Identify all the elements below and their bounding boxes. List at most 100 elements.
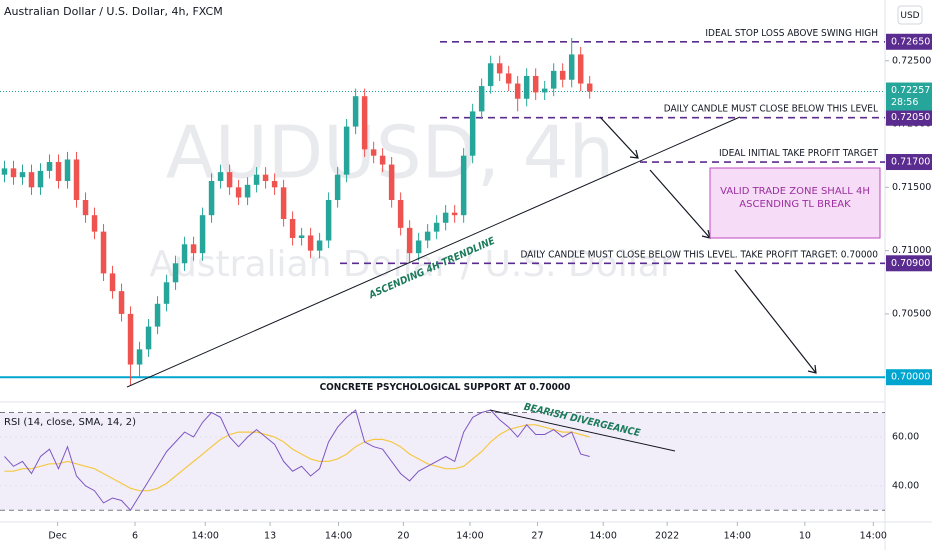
candle-body bbox=[46, 162, 53, 171]
candle-body bbox=[388, 164, 395, 200]
price-box bbox=[886, 154, 932, 171]
candle-body bbox=[217, 172, 224, 182]
candle-body bbox=[505, 73, 512, 84]
x-tick-label: 14:00 bbox=[456, 531, 483, 542]
candle-body bbox=[109, 273, 116, 292]
price-box-label: 0.70000 bbox=[891, 372, 930, 383]
currency-label: USD bbox=[900, 11, 919, 21]
candle-body bbox=[19, 172, 26, 178]
level-label: DAILY CANDLE MUST CLOSE BELOW THIS LEVEL… bbox=[521, 249, 879, 260]
price-box-label: 0.70900 bbox=[891, 258, 930, 269]
candle-body bbox=[316, 240, 323, 251]
candle-body bbox=[100, 231, 107, 274]
candle-body bbox=[298, 235, 305, 238]
x-tick-label: 14:00 bbox=[724, 531, 751, 542]
candle-body bbox=[514, 83, 521, 99]
candle-body bbox=[352, 96, 359, 127]
chart-layer: 0.725000.720000.715000.710000.70500Dec61… bbox=[0, 28, 932, 542]
price-box-label: 0.71700 bbox=[891, 157, 930, 168]
x-tick-label: 14:00 bbox=[192, 531, 219, 542]
candle-body bbox=[496, 63, 503, 74]
candle-body bbox=[478, 86, 485, 112]
candle-body bbox=[343, 126, 350, 175]
x-tick-label: Dec bbox=[48, 531, 66, 542]
rsi-line bbox=[4, 409, 590, 512]
candle-body bbox=[118, 291, 125, 314]
candle-body bbox=[469, 111, 476, 156]
level-label: IDEAL INITIAL TAKE PROFIT TARGET bbox=[719, 148, 878, 159]
candle-body bbox=[397, 200, 404, 228]
x-tick-label: 13 bbox=[264, 531, 276, 542]
candle-body bbox=[451, 212, 458, 216]
candle-body bbox=[253, 174, 260, 185]
x-tick-label: 27 bbox=[531, 531, 543, 542]
trendline bbox=[126, 116, 741, 388]
candle-body bbox=[523, 75, 530, 99]
x-tick-label: 10 bbox=[799, 531, 811, 542]
arrows bbox=[599, 116, 817, 374]
y-tick-label: 0.70500 bbox=[892, 308, 931, 319]
y-tick-label: 0.72500 bbox=[892, 55, 931, 66]
x-tick-label: 20 bbox=[397, 531, 409, 542]
candle-body bbox=[208, 181, 215, 216]
candle-body bbox=[271, 181, 278, 188]
y-tick-label: 0.71000 bbox=[892, 245, 931, 256]
candle-body bbox=[154, 303, 161, 327]
candle-body bbox=[433, 222, 440, 232]
candle-body bbox=[181, 244, 188, 264]
candle-body bbox=[532, 75, 539, 93]
current-price-label: 0.72257 bbox=[891, 85, 930, 96]
candle-body bbox=[91, 215, 98, 232]
candle-body bbox=[199, 215, 206, 254]
candle-body bbox=[334, 174, 341, 200]
candle-body bbox=[442, 212, 449, 223]
x-tick-label: 14:00 bbox=[325, 531, 352, 542]
candle-body bbox=[136, 349, 143, 365]
candle-body bbox=[235, 187, 242, 198]
candle-body bbox=[379, 155, 386, 165]
candle-body bbox=[406, 227, 413, 254]
x-tick-label: 14:00 bbox=[590, 531, 617, 542]
candle-body bbox=[361, 96, 368, 150]
level-label: IDEAL STOP LOSS ABOVE SWING HIGH bbox=[705, 28, 878, 39]
candle-body bbox=[64, 159, 71, 182]
candle-body bbox=[424, 231, 431, 241]
candle-body bbox=[82, 200, 89, 216]
level-label: DAILY CANDLE MUST CLOSE BELOW THIS LEVEL bbox=[664, 104, 878, 115]
y-tick-label: 0.71500 bbox=[892, 182, 931, 193]
countdown-label: 28:56 bbox=[891, 97, 918, 108]
candle-body bbox=[415, 240, 422, 254]
trade-zone-label: VALID TRADE ZONE SHALL 4H ASCENDING TL B… bbox=[720, 186, 870, 210]
candle-body bbox=[586, 83, 593, 92]
candle-body bbox=[1, 168, 8, 175]
trade-zone-box bbox=[709, 167, 881, 239]
chart-title: Australian Dollar / U.S. Dollar, 4h, FXC… bbox=[4, 5, 223, 18]
x-tick-label: 14:00 bbox=[860, 531, 887, 542]
rsi-tick-label: 40.00 bbox=[892, 480, 919, 491]
current-price-box bbox=[886, 82, 932, 111]
candle-body bbox=[172, 263, 179, 283]
currency-button[interactable] bbox=[897, 5, 923, 25]
level-label: CONCRETE PSYCHOLOGICAL SUPPORT AT 0.7000… bbox=[320, 382, 571, 393]
candle-body bbox=[487, 63, 494, 87]
x-tick-label: 6 bbox=[132, 531, 138, 542]
candle-body bbox=[541, 88, 548, 93]
trade-zone: VALID TRADE ZONE SHALL 4H ASCENDING TL B… bbox=[720, 186, 870, 210]
candle-body bbox=[289, 218, 296, 238]
price-box-label: 0.72650 bbox=[891, 36, 930, 47]
candle-body bbox=[568, 54, 575, 80]
candle-body bbox=[145, 326, 152, 350]
candle-body bbox=[244, 184, 251, 198]
candle-body bbox=[127, 313, 134, 365]
price-box bbox=[886, 255, 932, 272]
price-box bbox=[886, 369, 932, 386]
candle-body bbox=[370, 149, 377, 156]
candle-body bbox=[280, 187, 287, 219]
candle-body bbox=[460, 155, 467, 216]
candle-body bbox=[190, 244, 197, 254]
candle-body bbox=[262, 174, 269, 182]
candle-body bbox=[226, 172, 233, 188]
candle-body bbox=[577, 54, 584, 84]
candle-body bbox=[550, 70, 557, 89]
